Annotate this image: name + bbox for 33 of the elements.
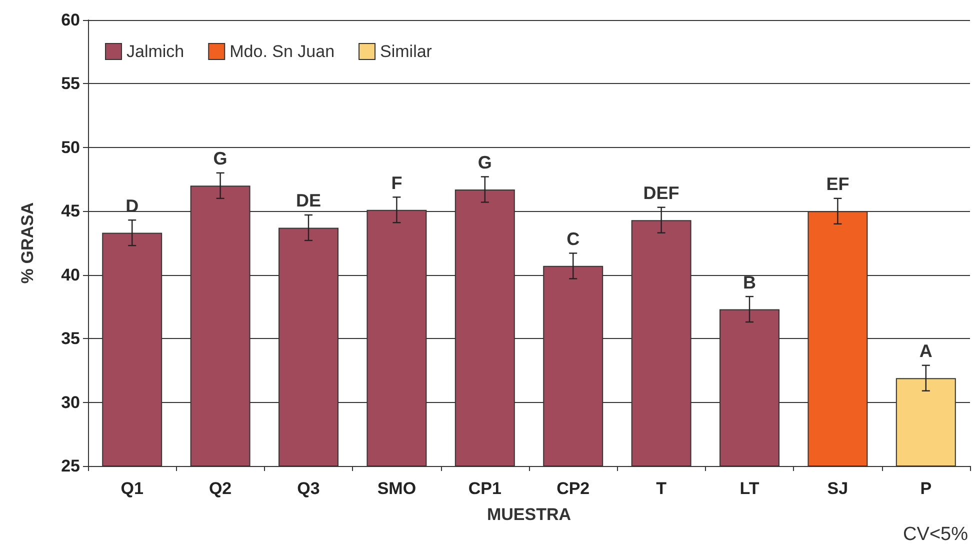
y-axis-title: % GRASA — [18, 202, 37, 284]
x-tick-label: SJ — [827, 479, 848, 498]
y-tick-label: 45 — [61, 202, 80, 221]
x-tick-label: CP1 — [468, 479, 502, 498]
x-tick-label: SMO — [377, 479, 416, 498]
x-tick-label: CP2 — [556, 479, 590, 498]
data-label: EF — [826, 174, 850, 194]
y-tick-label: 35 — [61, 329, 80, 348]
legend-label: Jalmich — [126, 42, 184, 61]
y-tick-label: 55 — [61, 74, 80, 94]
data-label: B — [743, 272, 756, 292]
data-label: G — [478, 152, 492, 172]
data-label: DE — [296, 190, 322, 211]
x-tick-label: P — [920, 479, 932, 498]
data-label: DEF — [643, 183, 680, 204]
y-tick-label: 40 — [61, 265, 80, 284]
legend-label: Similar — [380, 42, 432, 61]
legend-label: Mdo. Sn Juan — [230, 42, 335, 61]
x-tick-label: Q1 — [120, 479, 144, 498]
data-label: A — [919, 341, 932, 362]
x-axis-title: MUESTRA — [486, 505, 572, 524]
x-tick-label: Q2 — [208, 479, 232, 498]
y-tick-label: 50 — [61, 138, 80, 157]
data-label: G — [213, 148, 228, 169]
x-tick-label: Q3 — [297, 479, 320, 498]
y-tick-label: 25 — [61, 456, 80, 476]
x-tick-label: T — [656, 479, 668, 498]
data-label: F — [391, 172, 402, 193]
y-tick-label: 60 — [61, 10, 80, 30]
y-tick-label: 30 — [61, 392, 80, 412]
x-tick-label: LT — [740, 479, 760, 498]
data-label: C — [566, 228, 580, 249]
text: CV<5% — [903, 524, 968, 545]
